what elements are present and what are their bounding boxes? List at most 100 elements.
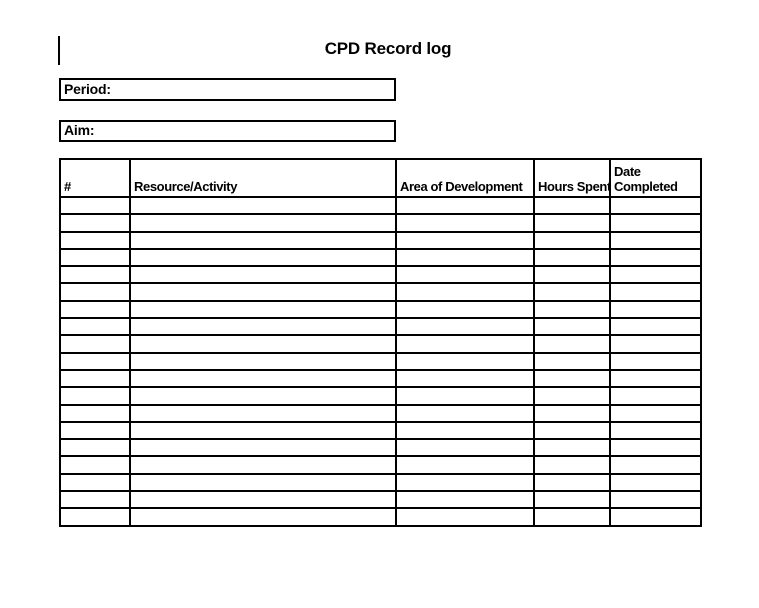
table-cell[interactable] <box>59 317 131 337</box>
table-cell[interactable] <box>395 230 535 250</box>
period-field[interactable]: Period: <box>59 78 396 101</box>
table-cell[interactable] <box>59 403 131 423</box>
table-cell[interactable] <box>609 299 702 320</box>
table-cell[interactable] <box>129 403 397 423</box>
table-cell[interactable] <box>59 420 131 441</box>
table-cell[interactable] <box>129 213 397 233</box>
table-cell[interactable] <box>129 490 397 510</box>
aim-label: Aim: <box>64 122 95 138</box>
table-cell[interactable] <box>129 368 397 389</box>
table-cell[interactable] <box>395 472 535 493</box>
table-cell[interactable] <box>395 317 535 337</box>
table-cell[interactable] <box>59 368 131 389</box>
table-cell[interactable] <box>609 282 702 302</box>
table-cell[interactable] <box>129 351 397 371</box>
table-cell[interactable] <box>533 299 611 320</box>
table-cell[interactable] <box>59 455 131 475</box>
table-cell[interactable] <box>59 507 131 527</box>
table-cell[interactable] <box>533 213 611 233</box>
table-cell[interactable] <box>395 438 535 458</box>
table-cell[interactable] <box>129 386 397 406</box>
table-cell[interactable] <box>609 195 702 216</box>
table-cell[interactable] <box>609 420 702 441</box>
table-cell[interactable] <box>533 403 611 423</box>
table-cell[interactable] <box>395 282 535 302</box>
table-cell[interactable] <box>59 351 131 371</box>
table-cell[interactable] <box>533 507 611 527</box>
table-cell[interactable] <box>609 472 702 493</box>
table-cell[interactable] <box>609 490 702 510</box>
table-cell[interactable] <box>609 265 702 285</box>
table-cell[interactable] <box>129 317 397 337</box>
table-cell[interactable] <box>533 317 611 337</box>
table-cell[interactable] <box>533 368 611 389</box>
table-cell[interactable] <box>533 472 611 493</box>
table-cell[interactable] <box>533 351 611 371</box>
table-cell[interactable] <box>609 507 702 527</box>
period-value[interactable] <box>115 83 391 97</box>
table-cell[interactable] <box>59 472 131 493</box>
table-cell[interactable] <box>129 195 397 216</box>
table-cell[interactable] <box>533 455 611 475</box>
table-cell[interactable] <box>395 299 535 320</box>
table-cell[interactable] <box>129 230 397 250</box>
table-cell[interactable] <box>609 247 702 268</box>
table-cell[interactable] <box>609 386 702 406</box>
table-cell[interactable] <box>395 420 535 441</box>
table-cell[interactable] <box>129 438 397 458</box>
table-cell[interactable] <box>609 403 702 423</box>
table-cell[interactable] <box>533 438 611 458</box>
table-cell[interactable] <box>59 195 131 216</box>
table-cell[interactable] <box>609 230 702 250</box>
table-cell[interactable] <box>533 247 611 268</box>
table-cell[interactable] <box>59 490 131 510</box>
table-cell[interactable] <box>533 195 611 216</box>
table-cell[interactable] <box>609 317 702 337</box>
table-cell[interactable] <box>533 282 611 302</box>
table-cell[interactable] <box>395 490 535 510</box>
table-cell[interactable] <box>395 265 535 285</box>
table-cell[interactable] <box>59 230 131 250</box>
table-cell[interactable] <box>609 368 702 389</box>
table-cell[interactable] <box>59 299 131 320</box>
table-cell[interactable] <box>395 334 535 354</box>
table-cell[interactable] <box>129 282 397 302</box>
table-cell[interactable] <box>129 507 397 527</box>
table-cell[interactable] <box>609 351 702 371</box>
table-cell[interactable] <box>129 472 397 493</box>
table-cell[interactable] <box>59 438 131 458</box>
table-cell[interactable] <box>395 213 535 233</box>
table-cell[interactable] <box>395 247 535 268</box>
table-cell[interactable] <box>533 265 611 285</box>
table-cell[interactable] <box>609 213 702 233</box>
table-cell[interactable] <box>129 455 397 475</box>
table-cell[interactable] <box>395 507 535 527</box>
table-cell[interactable] <box>395 351 535 371</box>
table-cell[interactable] <box>59 334 131 354</box>
table-cell[interactable] <box>129 265 397 285</box>
table-cell[interactable] <box>533 420 611 441</box>
table-cell[interactable] <box>395 403 535 423</box>
table-cell[interactable] <box>59 247 131 268</box>
table-cell[interactable] <box>395 386 535 406</box>
table-cell[interactable] <box>609 455 702 475</box>
aim-field[interactable]: Aim: <box>59 120 396 142</box>
table-cell[interactable] <box>59 282 131 302</box>
table-cell[interactable] <box>533 334 611 354</box>
aim-value[interactable] <box>98 124 391 138</box>
table-cell[interactable] <box>609 438 702 458</box>
table-cell[interactable] <box>59 213 131 233</box>
table-cell[interactable] <box>533 230 611 250</box>
table-cell[interactable] <box>395 195 535 216</box>
table-cell[interactable] <box>129 334 397 354</box>
table-cell[interactable] <box>395 455 535 475</box>
table-cell[interactable] <box>129 299 397 320</box>
table-cell[interactable] <box>129 247 397 268</box>
table-cell[interactable] <box>395 368 535 389</box>
table-cell[interactable] <box>59 386 131 406</box>
table-cell[interactable] <box>533 386 611 406</box>
table-cell[interactable] <box>533 490 611 510</box>
table-cell[interactable] <box>129 420 397 441</box>
table-cell[interactable] <box>609 334 702 354</box>
table-cell[interactable] <box>59 265 131 285</box>
